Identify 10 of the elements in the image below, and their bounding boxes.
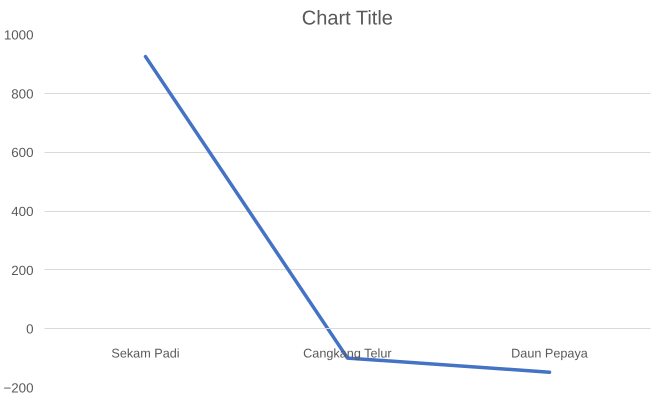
y-tick-label: 600 <box>11 145 34 160</box>
y-tick-label: −200 <box>3 380 34 396</box>
y-tick-label: 200 <box>11 262 34 278</box>
y-tick-label: 400 <box>11 204 34 219</box>
x-tick-label: Sekam Padi <box>111 346 180 361</box>
x-tick-label: Daun Pepaya <box>511 346 589 361</box>
y-tick-label: 800 <box>11 86 34 102</box>
chart-title: Chart Title <box>302 8 393 30</box>
y-tick-label: 0 <box>26 322 34 337</box>
y-tick-label: 1000 <box>4 28 34 42</box>
